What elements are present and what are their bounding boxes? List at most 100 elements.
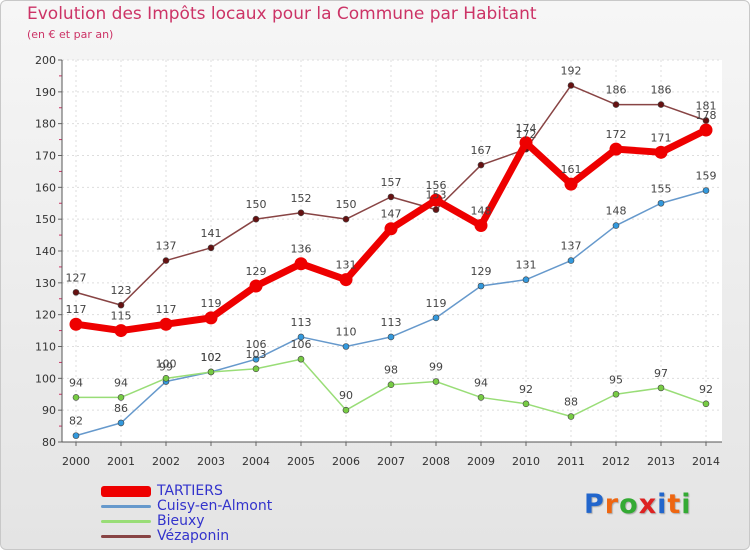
data-label: 148: [471, 205, 492, 218]
data-label: 113: [381, 316, 402, 329]
data-label: 92: [699, 383, 713, 396]
data-point-bieuxy: [207, 368, 215, 376]
data-point-bieuxy: [72, 394, 80, 401]
data-label: 123: [111, 284, 132, 297]
data-point-tartiers: [339, 273, 353, 287]
data-labels: 117 115 117 119 129 136 131 147 156 148 174 161 172 1…: [66, 64, 717, 427]
data-point-cuisy-en-almont: [702, 187, 710, 194]
data-label: 171: [651, 131, 672, 144]
data-label: 119: [201, 297, 222, 310]
data-point-tartiers: [204, 311, 218, 325]
data-point-tartiers: [609, 142, 623, 156]
data-point-vezaponin: [207, 244, 215, 252]
data-label: 192: [561, 64, 582, 77]
data-point-bieuxy: [387, 381, 395, 389]
data-label: 150: [336, 198, 357, 211]
data-label: 94: [474, 376, 488, 389]
data-label: 92: [519, 383, 533, 396]
data-label: 86: [114, 402, 128, 415]
logo-letter: t: [667, 489, 682, 520]
data-point-bieuxy: [117, 394, 125, 401]
data-point-cuisy-en-almont: [522, 276, 530, 283]
x-tick-label: 2013: [647, 455, 675, 468]
data-label: 150: [246, 198, 267, 211]
data-point-cuisy-en-almont: [477, 282, 485, 290]
data-label: 156: [426, 179, 447, 192]
legend-label: TARTIERS: [157, 483, 223, 499]
y-tick-label: 140: [35, 245, 56, 258]
data-point-cuisy-en-almont: [387, 333, 395, 341]
data-label: 137: [156, 240, 177, 253]
data-label: 110: [336, 326, 357, 339]
data-point-bieuxy: [612, 390, 620, 398]
logo-letter: i: [681, 489, 692, 520]
x-tick-label: 2001: [107, 455, 135, 468]
x-tick-label: 2007: [377, 455, 405, 468]
data-point-vezaponin: [162, 257, 170, 264]
data-label: 102: [201, 351, 222, 364]
data-point-tartiers: [564, 177, 578, 191]
data-point-cuisy-en-almont: [567, 257, 575, 264]
data-label: 159: [696, 170, 717, 183]
data-point-bieuxy: [657, 384, 665, 392]
y-tick-label: 180: [35, 118, 56, 131]
data-point-tartiers: [654, 145, 668, 159]
x-tick-label: 2010: [512, 455, 540, 468]
data-label: 106: [291, 338, 312, 351]
x-tick-label: 2006: [332, 455, 360, 468]
data-label: 117: [156, 303, 177, 316]
data-point-bieuxy: [297, 355, 305, 363]
x-tick-label: 2000: [62, 455, 90, 468]
y-tick-label: 100: [35, 372, 56, 385]
y-tick-label: 120: [35, 309, 56, 322]
data-point-cuisy-en-almont: [297, 333, 305, 341]
data-label: 102: [201, 351, 222, 364]
legend-swatch: [101, 505, 151, 508]
data-label: 186: [606, 84, 627, 97]
chart-subtitle: (en € et par an): [27, 28, 114, 41]
y-tick-label: 150: [35, 213, 56, 226]
data-point-tartiers: [519, 136, 533, 150]
data-point-vezaponin: [702, 117, 710, 124]
data-point-cuisy-en-almont: [117, 419, 125, 427]
data-label: 99: [429, 361, 443, 374]
logo-letter: i: [657, 489, 668, 520]
data-point-cuisy-en-almont: [657, 199, 665, 207]
data-label: 186: [651, 84, 672, 97]
legend-label: Bieuxy: [157, 513, 205, 529]
data-point-tartiers: [69, 317, 83, 331]
data-point-vezaponin: [432, 206, 440, 213]
axes: 80 90 100 110 120 130 140 150 160 170 180 190 200 200…: [35, 54, 722, 468]
y-tick-label: 90: [42, 404, 56, 417]
logo-letter: o: [619, 489, 639, 520]
data-label: 157: [381, 176, 402, 189]
y-tick-label: 80: [42, 436, 56, 449]
data-point-cuisy-en-almont: [432, 314, 440, 322]
y-tick-label: 130: [35, 277, 56, 290]
data-label: 181: [696, 99, 717, 112]
y-tick-label: 200: [35, 54, 56, 67]
data-label: 113: [291, 316, 312, 329]
data-point-tartiers: [474, 219, 488, 233]
legend-swatch: [101, 486, 151, 497]
data-label: 153: [426, 189, 447, 202]
logo-letter: P: [584, 489, 605, 520]
x-tick-label: 2012: [602, 455, 630, 468]
data-label: 90: [339, 389, 353, 402]
data-point-cuisy-en-almont: [612, 222, 620, 229]
data-point-tartiers: [294, 257, 308, 271]
x-tick-label: 2005: [287, 455, 315, 468]
x-tick-label: 2009: [467, 455, 495, 468]
data-label: 131: [336, 259, 357, 272]
x-tick-label: 2003: [197, 455, 225, 468]
data-point-vezaponin: [567, 82, 575, 89]
data-label: 174: [516, 122, 537, 135]
logo-letter: x: [638, 489, 658, 520]
data-label: 98: [384, 364, 398, 377]
legend-swatch: [101, 520, 151, 523]
data-label: 148: [606, 205, 627, 218]
logo-letter: r: [604, 489, 620, 520]
data-point-tartiers: [699, 123, 713, 137]
data-label: 155: [651, 182, 672, 195]
